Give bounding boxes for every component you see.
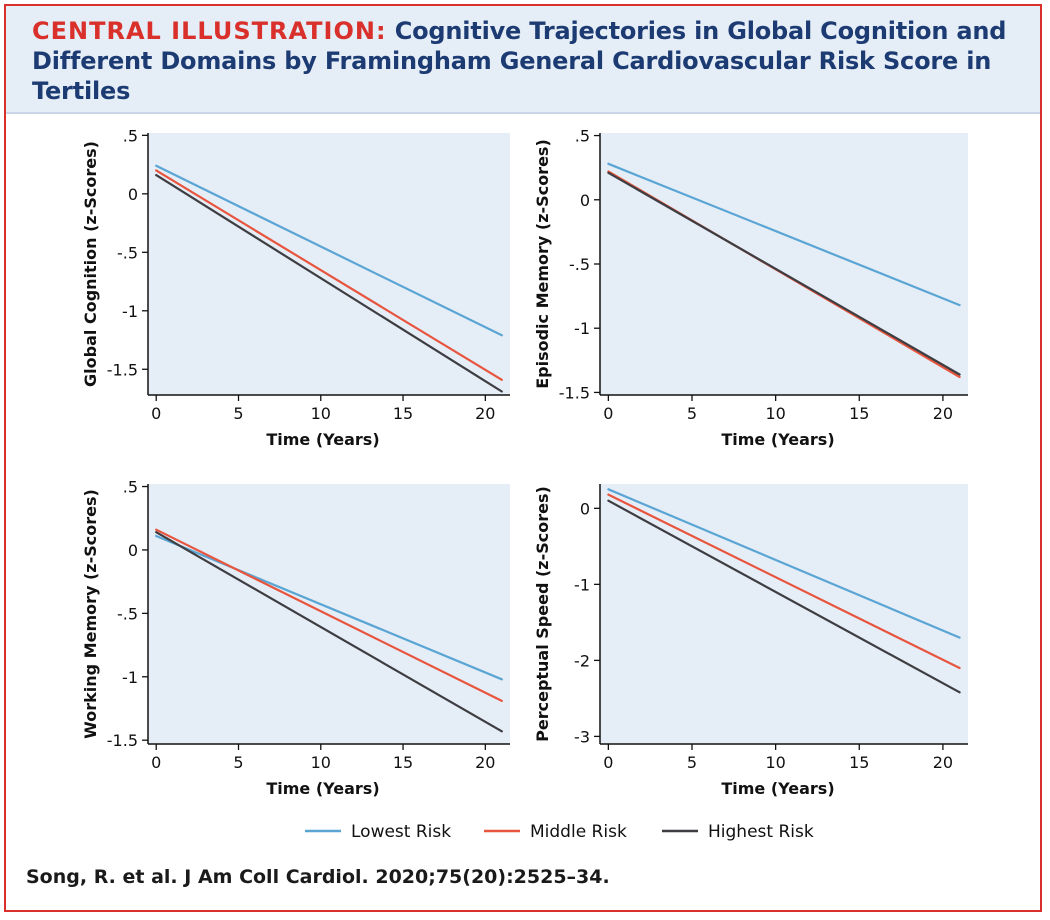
x-axis-label: Time (Years) bbox=[266, 430, 379, 449]
x-tick-label: 0 bbox=[151, 753, 161, 772]
x-tick-label: 20 bbox=[475, 753, 495, 772]
series-line-lowest-risk bbox=[607, 162, 961, 307]
y-tick-label: -2 bbox=[574, 651, 590, 670]
legend-label-middle-risk: Middle Risk bbox=[530, 822, 627, 842]
y-axis-label: Global Cognition (z-Scores) bbox=[81, 141, 100, 387]
x-axis-label: Time (Years) bbox=[266, 779, 379, 798]
y-axis-label: Episodic Memory (z-Scores) bbox=[533, 139, 552, 389]
y-tick-label: -.5 bbox=[569, 255, 590, 274]
title-text: Cognitive Trajectories in Global Cogniti… bbox=[32, 17, 1007, 105]
y-tick-label: -1 bbox=[122, 302, 138, 321]
x-tick-label: 20 bbox=[475, 404, 495, 423]
legend-label-lowest-risk: Lowest Risk bbox=[351, 822, 451, 842]
x-tick-label: 10 bbox=[765, 753, 785, 772]
y-tick-label: .5 bbox=[123, 478, 138, 497]
plot-area bbox=[600, 484, 968, 744]
x-tick-label: 0 bbox=[603, 753, 613, 772]
x-tick-label: 20 bbox=[933, 753, 953, 772]
x-tick-label: 0 bbox=[151, 404, 161, 423]
y-tick-label: .5 bbox=[123, 126, 138, 145]
y-tick-label: 0 bbox=[580, 191, 590, 210]
citation: Song, R. et al. J Am Coll Cardiol. 2020;… bbox=[26, 866, 610, 888]
series-line-lowest-risk bbox=[155, 534, 503, 681]
chart-panel-4: 0 -1 -2 -3 0 5 10 15 20 Time (Years) Perceptual Sp… bbox=[533, 484, 968, 798]
y-tick-label: 0 bbox=[580, 499, 590, 518]
x-tick-label: 15 bbox=[393, 753, 413, 772]
x-tick-label: 5 bbox=[233, 753, 243, 772]
x-tick-label: 5 bbox=[687, 404, 697, 423]
y-tick-label: -1 bbox=[122, 668, 138, 687]
y-tick-label: .5 bbox=[575, 127, 590, 146]
series-line-highest-risk bbox=[155, 531, 503, 733]
y-tick-label: -1 bbox=[574, 575, 590, 594]
x-tick-label: 5 bbox=[233, 404, 243, 423]
y-axis-label: Perceptual Speed (z-Scores) bbox=[533, 486, 552, 742]
y-tick-label: -.5 bbox=[117, 604, 138, 623]
x-tick-label: 15 bbox=[849, 404, 869, 423]
series-line-highest-risk bbox=[607, 171, 961, 376]
x-tick-label: 0 bbox=[603, 404, 613, 423]
series-line-middle-risk bbox=[155, 528, 503, 703]
y-tick-label: -1.5 bbox=[107, 360, 138, 379]
series-line-middle-risk bbox=[607, 493, 961, 670]
chart-panel-2: .5 0 -.5 -1 -1.5 0 5 10 15 20 Time (Years) Episodic… bbox=[533, 127, 968, 449]
y-tick-label: -3 bbox=[574, 727, 590, 746]
series-line-highest-risk bbox=[155, 174, 503, 393]
y-tick-label: 0 bbox=[128, 185, 138, 204]
x-tick-label: 10 bbox=[765, 404, 785, 423]
illustration-title: CENTRAL ILLUSTRATION: Cognitive Trajecto… bbox=[32, 16, 1014, 106]
y-tick-label: -1 bbox=[574, 319, 590, 338]
plot-area bbox=[148, 133, 510, 395]
series-line-lowest-risk bbox=[607, 488, 961, 639]
legend: Lowest Risk Middle Risk Highest Risk bbox=[305, 822, 814, 842]
y-tick-label: 0 bbox=[128, 541, 138, 560]
legend-label-highest-risk: Highest Risk bbox=[708, 822, 814, 842]
header-banner: CENTRAL ILLUSTRATION: Cognitive Trajecto… bbox=[6, 6, 1040, 114]
central-illustration-label: CENTRAL ILLUSTRATION: bbox=[32, 17, 387, 45]
x-tick-label: 10 bbox=[311, 404, 331, 423]
chart-panel-1: .5 0 -.5 -1 -1.5 0 5 10 15 20 Time (Years) Global C… bbox=[81, 126, 510, 449]
series-line-middle-risk bbox=[155, 169, 503, 381]
x-tick-label: 15 bbox=[849, 753, 869, 772]
chart-panel-3: .5 0 -.5 -1 -1.5 0 5 10 15 20 Time (Years) Working … bbox=[81, 478, 510, 798]
y-tick-label: -.5 bbox=[117, 243, 138, 262]
x-tick-label: 20 bbox=[933, 404, 953, 423]
x-tick-label: 15 bbox=[393, 404, 413, 423]
y-axis-label: Working Memory (z-Scores) bbox=[81, 489, 100, 739]
series-line-highest-risk bbox=[607, 499, 961, 694]
x-axis-label: Time (Years) bbox=[721, 430, 834, 449]
series-line-lowest-risk bbox=[155, 164, 503, 337]
x-tick-label: 10 bbox=[311, 753, 331, 772]
y-tick-label: -1.5 bbox=[559, 383, 590, 402]
x-tick-label: 5 bbox=[687, 753, 697, 772]
plot-area bbox=[600, 133, 968, 395]
y-tick-label: -1.5 bbox=[107, 731, 138, 750]
x-axis-label: Time (Years) bbox=[721, 779, 834, 798]
